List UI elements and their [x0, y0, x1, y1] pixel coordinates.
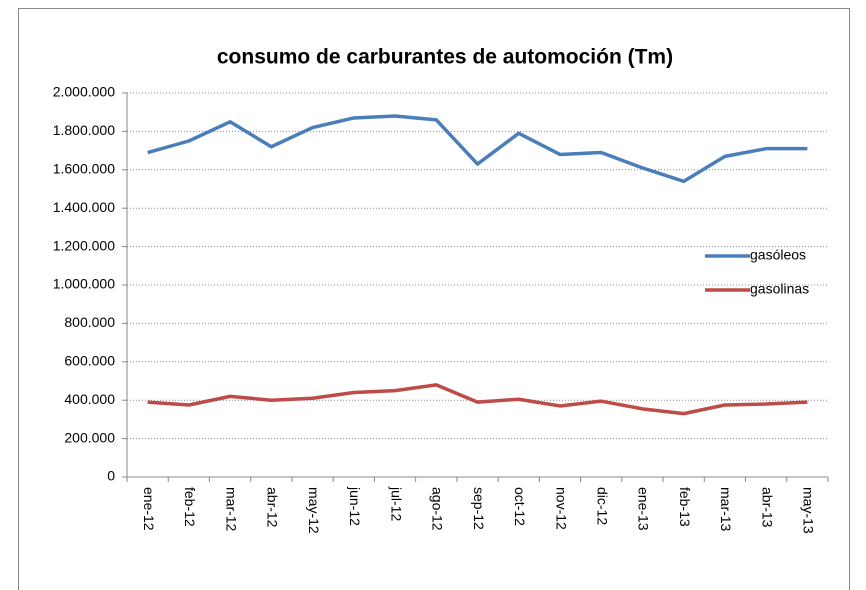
- x-tick-label: oct-12: [512, 487, 528, 526]
- x-tick-label: nov-12: [553, 487, 569, 530]
- y-tick-label: 600.000: [64, 353, 115, 369]
- series-line: [147, 114, 808, 184]
- y-tick-label: 2.000.000: [53, 84, 115, 100]
- x-tick-label: ago-12: [430, 487, 446, 531]
- y-tick-label: 1.800.000: [53, 122, 115, 138]
- y-tick-label: 1.400.000: [53, 199, 115, 215]
- y-tick-label: 400.000: [64, 391, 115, 407]
- legend-label: gasóleos: [750, 247, 806, 263]
- x-tick-label: ene-12: [141, 487, 157, 531]
- y-tick-label: 1.000.000: [53, 276, 115, 292]
- x-tick-label: mar-13: [718, 487, 734, 532]
- chart-border: [18, 8, 850, 590]
- x-tick-label: jul-12: [388, 486, 404, 521]
- x-tick-label: may-13: [801, 487, 817, 534]
- x-tick-label: feb-12: [182, 487, 198, 527]
- y-tick-label: 200.000: [64, 429, 115, 445]
- y-tick-label: 800.000: [64, 314, 115, 330]
- x-tick-label: abr-12: [265, 487, 281, 528]
- y-tick-label: 1.600.000: [53, 161, 115, 177]
- x-tick-label: ene-13: [636, 487, 652, 531]
- series-line: [147, 383, 808, 416]
- x-tick-label: dic-12: [595, 487, 611, 525]
- y-tick-label: 1.200.000: [53, 237, 115, 253]
- x-tick-label: may-12: [306, 487, 322, 534]
- x-tick-label: mar-12: [223, 487, 239, 532]
- x-tick-label: sep-12: [471, 487, 487, 530]
- x-tick-label: abr-13: [759, 487, 775, 528]
- legend-label: gasolinas: [750, 281, 809, 297]
- x-tick-label: jun-12: [347, 486, 363, 526]
- y-tick-label: 0: [107, 468, 115, 484]
- chart-title: consumo de carburantes de automoción (Tm…: [217, 46, 673, 69]
- x-tick-label: feb-13: [677, 487, 693, 527]
